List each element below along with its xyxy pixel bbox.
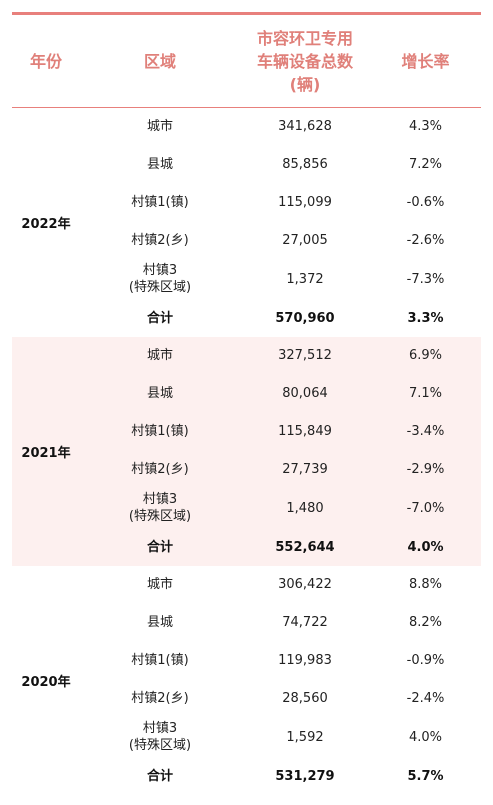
count-cell: 80,064 [282, 386, 328, 402]
region-cell: 村镇2(乡) [131, 690, 189, 706]
region-cell: 村镇1(镇) [131, 194, 189, 210]
table-row: 村镇2(乡) 27,005 -2.6% [12, 221, 481, 259]
growth-cell: 7.2% [408, 157, 443, 173]
year-label: 2022年 [21, 216, 71, 232]
header-growth-rate: 增长率 [401, 51, 450, 71]
count-cell: 27,739 [282, 461, 328, 477]
growth-cell: 8.2% [408, 615, 443, 631]
table-row: 县城 80,064 7.1% [12, 375, 481, 413]
region-cell: 村镇3 (特殊区域) [128, 721, 192, 754]
region-cell: 村镇3 (特殊区域) [128, 492, 192, 525]
region-cell: 县城 [146, 157, 173, 173]
total-row: 合计 531,279 5.7% [12, 757, 481, 795]
header-region: 区域 [143, 51, 176, 71]
year-group-2022: 2022年 城市 341,628 4.3% 县城 85,856 7.2% 村镇1… [12, 108, 481, 337]
table-row: 县城 85,856 7.2% [12, 146, 481, 184]
count-cell: 1,592 [286, 729, 324, 745]
data-table: 年份 区域 市容环卫专用 车辆设备总数 (辆) 增长率 2022年 城市 341… [12, 12, 481, 795]
table-header: 年份 区域 市容环卫专用 车辆设备总数 (辆) 增长率 [12, 15, 481, 108]
count-cell: 115,099 [278, 194, 332, 210]
table-row: 村镇3 (特殊区域) 1,592 4.0% [12, 717, 481, 757]
growth-cell: -0.6% [406, 194, 445, 210]
count-cell: 28,560 [282, 690, 328, 706]
table-row: 村镇2(乡) 27,739 -2.9% [12, 450, 481, 488]
total-label: 合计 [146, 310, 173, 326]
table-row: 城市 327,512 6.9% [12, 337, 481, 375]
total-count: 570,960 [275, 310, 335, 326]
growth-cell: 8.8% [408, 577, 443, 593]
year-label: 2021年 [21, 445, 71, 461]
table-row: 村镇3 (特殊区域) 1,480 -7.0% [12, 488, 481, 528]
total-count: 531,279 [275, 768, 335, 784]
count-cell: 327,512 [278, 348, 332, 364]
table-row: 城市 341,628 4.3% [12, 108, 481, 146]
region-cell: 县城 [146, 615, 173, 631]
growth-cell: -3.4% [406, 423, 445, 439]
growth-cell: 6.9% [408, 348, 443, 364]
total-row: 合计 552,644 4.0% [12, 528, 481, 566]
growth-cell: -0.9% [406, 652, 445, 668]
count-cell: 1,480 [286, 500, 324, 516]
total-label: 合计 [146, 768, 173, 784]
region-cell: 城市 [146, 119, 173, 135]
region-cell: 村镇1(镇) [131, 652, 189, 668]
growth-cell: -2.9% [406, 461, 445, 477]
year-group-2020: 2020年 城市 306,422 8.8% 县城 74,722 8.2% 村镇1… [12, 566, 481, 795]
region-cell: 村镇1(镇) [131, 423, 189, 439]
header-year: 年份 [29, 51, 62, 71]
growth-cell: 4.3% [408, 119, 443, 135]
region-cell: 村镇3 (特殊区域) [128, 263, 192, 296]
table-row: 村镇2(乡) 28,560 -2.4% [12, 679, 481, 717]
total-growth: 4.0% [407, 539, 444, 555]
count-cell: 115,849 [278, 423, 332, 439]
growth-cell: -7.0% [406, 500, 445, 516]
total-growth: 3.3% [407, 310, 444, 326]
header-vehicle-count: 市容环卫专用 车辆设备总数 (辆) [256, 28, 353, 94]
count-cell: 119,983 [278, 652, 332, 668]
region-cell: 城市 [146, 348, 173, 364]
table-row: 村镇1(镇) 119,983 -0.9% [12, 642, 481, 680]
table-row: 县城 74,722 8.2% [12, 604, 481, 642]
table-row: 村镇1(镇) 115,849 -3.4% [12, 413, 481, 451]
count-cell: 85,856 [282, 157, 328, 173]
region-cell: 城市 [146, 577, 173, 593]
table-row: 村镇3 (特殊区域) 1,372 -7.3% [12, 259, 481, 299]
count-cell: 1,372 [286, 271, 324, 287]
total-row: 合计 570,960 3.3% [12, 299, 481, 337]
count-cell: 27,005 [282, 232, 328, 248]
year-group-2021: 2021年 城市 327,512 6.9% 县城 80,064 7.1% 村镇1… [12, 336, 481, 566]
region-cell: 县城 [146, 386, 173, 402]
growth-cell: 4.0% [408, 729, 443, 745]
year-label: 2020年 [21, 674, 71, 690]
top-rule [12, 12, 481, 15]
region-cell: 村镇2(乡) [131, 232, 189, 248]
table-row: 城市 306,422 8.8% [12, 566, 481, 604]
count-cell: 74,722 [282, 615, 328, 631]
total-growth: 5.7% [407, 768, 444, 784]
count-cell: 306,422 [278, 577, 332, 593]
growth-cell: -7.3% [406, 271, 445, 287]
total-label: 合计 [146, 539, 173, 555]
growth-cell: 7.1% [408, 386, 443, 402]
growth-cell: -2.4% [406, 690, 445, 706]
total-count: 552,644 [275, 539, 335, 555]
table-row: 村镇1(镇) 115,099 -0.6% [12, 184, 481, 222]
count-cell: 341,628 [278, 119, 332, 135]
growth-cell: -2.6% [406, 232, 445, 248]
region-cell: 村镇2(乡) [131, 461, 189, 477]
